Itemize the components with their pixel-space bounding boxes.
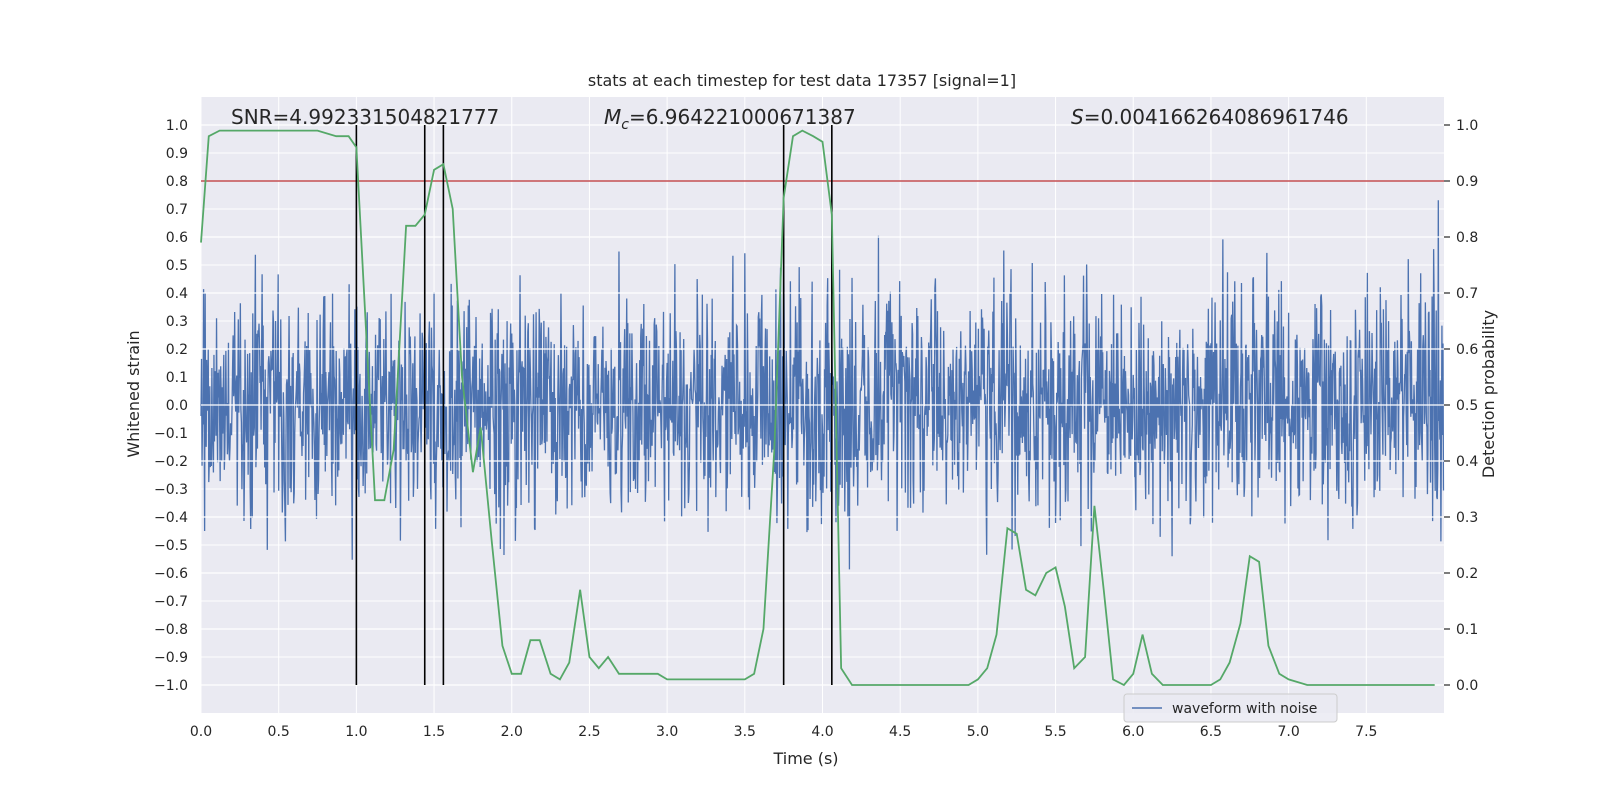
y-tick-label: 0.8 <box>166 174 188 190</box>
y-tick-label: −0.4 <box>154 510 188 526</box>
x-tick-label: 7.5 <box>1355 724 1377 740</box>
y-tick-label: 0.7 <box>166 202 188 218</box>
y2-tick-label: 0.9 <box>1456 174 1478 190</box>
x-tick-label: 0.5 <box>268 724 290 740</box>
y2-tick-label: 0.5 <box>1456 398 1478 414</box>
y-tick-label: −1.0 <box>154 678 188 694</box>
y-tick-label: −0.9 <box>154 650 188 666</box>
y-tick-label: 0.1 <box>166 370 188 386</box>
y-tick-label: 0.2 <box>166 342 188 358</box>
overlay-layer <box>200 124 1444 687</box>
series-waveform-with-noise <box>200 200 1445 570</box>
y2-tick-label: 0.0 <box>1456 678 1478 694</box>
y-tick-label: −0.2 <box>154 454 188 470</box>
chirp-mass-symbol: M <box>604 105 621 129</box>
s-value: =0.004166264086961746 <box>1084 105 1349 129</box>
x-tick-label: 3.5 <box>734 724 756 740</box>
y-tick-label: 0.9 <box>166 146 188 162</box>
y-tick-label: −0.6 <box>154 566 188 582</box>
y2-tick-label: 0.7 <box>1456 286 1478 302</box>
waveform-layer <box>200 200 1445 570</box>
y-tick-label: 1.0 <box>166 118 188 134</box>
y-tick-label: 0.3 <box>166 314 188 330</box>
y-tick-label: −0.3 <box>154 482 188 498</box>
y2-tick-label: 0.3 <box>1456 510 1478 526</box>
y2-tick-label: 0.6 <box>1456 342 1478 358</box>
y-tick-label: −0.1 <box>154 426 188 442</box>
y-axis-label: Whitened strain <box>124 330 143 457</box>
x-tick-label: 0.0 <box>190 724 212 740</box>
legend: waveform with noise <box>1123 693 1338 723</box>
y-tick-label: −0.8 <box>154 622 188 638</box>
y-tick-label: 0.6 <box>166 230 188 246</box>
chirp-mass-value: =6.964221000671387 <box>629 105 856 129</box>
x-tick-label: 1.0 <box>345 724 367 740</box>
axes-layer: 0.0 0.5 1.0 1.5 2.0 2.5 3.0 3.5 4.0 4.5 5.0 5.5 6.0 6… <box>154 118 1478 740</box>
chirp-mass-subscript: c <box>621 117 629 133</box>
x-tick-label: 4.5 <box>889 724 911 740</box>
y-tick-label: 0.0 <box>166 398 188 414</box>
chart-title: stats at each timestep for test data 173… <box>588 71 1016 90</box>
y2-axis-label: Detection probability <box>1479 310 1498 478</box>
x-tick-label: 1.5 <box>423 724 445 740</box>
y2-tick-label: 0.4 <box>1456 454 1478 470</box>
y2-tick-label: 1.0 <box>1456 118 1478 134</box>
x-tick-label: 5.5 <box>1044 724 1066 740</box>
x-tick-label: 2.0 <box>501 724 523 740</box>
snr-annotation: SNR=4.992331504821777 <box>231 105 499 129</box>
x-axis-label: Time (s) <box>772 749 838 768</box>
y2-tick-label: 0.8 <box>1456 230 1478 246</box>
x-tick-label: 4.0 <box>811 724 833 740</box>
x-tick-label: 7.0 <box>1277 724 1299 740</box>
x-tick-label: 3.0 <box>656 724 678 740</box>
y2-tick-label: 0.1 <box>1456 622 1478 638</box>
x-tick-label: 5.0 <box>967 724 989 740</box>
x-tick-label: 6.5 <box>1200 724 1222 740</box>
series-detection-probability <box>200 129 1435 687</box>
legend-label-waveform: waveform with noise <box>1172 701 1317 717</box>
x-tick-label: 2.5 <box>578 724 600 740</box>
y-tick-label: −0.5 <box>154 538 188 554</box>
chirp-mass-annotation: Mc=6.964221000671387 <box>604 105 856 133</box>
s-annotation: S=0.004166264086961746 <box>1071 105 1349 129</box>
y-tick-label: 0.4 <box>166 286 188 302</box>
y-tick-label: 0.5 <box>166 258 188 274</box>
s-symbol: S <box>1071 105 1084 129</box>
legend-box <box>1123 693 1338 723</box>
y2-tick-label: 0.2 <box>1456 566 1478 582</box>
x-tick-label: 6.0 <box>1122 724 1144 740</box>
y-tick-label: −0.7 <box>154 594 188 610</box>
